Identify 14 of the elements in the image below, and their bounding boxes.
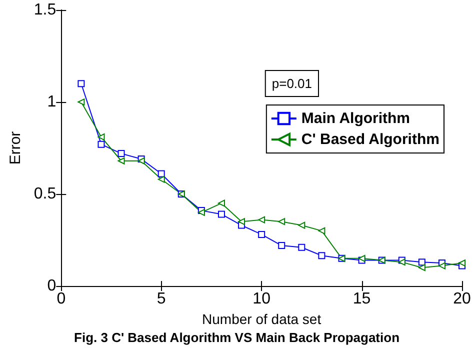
x-tick-label: 15 (352, 290, 371, 308)
y-tick-label: 0 (47, 278, 56, 294)
y-tick-label: 0.5 (34, 186, 56, 202)
legend-label: Main Algorithm (301, 110, 410, 127)
annotation: p=0.01 (272, 76, 312, 91)
x-axis-title: Number of data set (202, 310, 322, 327)
y-tick-label: 1.5 (34, 2, 56, 18)
y-tick-label: 1 (47, 94, 56, 110)
caption: Fig. 3 C' Based Algorithm VS Main Back Propagation (74, 330, 400, 345)
x-tick-label: 5 (156, 290, 166, 308)
y-axis-title: Error (7, 131, 24, 165)
x-tick-label: 20 (453, 290, 471, 308)
legend-label: C' Based Algorithm (301, 131, 440, 148)
x-tick-label: 10 (252, 290, 271, 308)
